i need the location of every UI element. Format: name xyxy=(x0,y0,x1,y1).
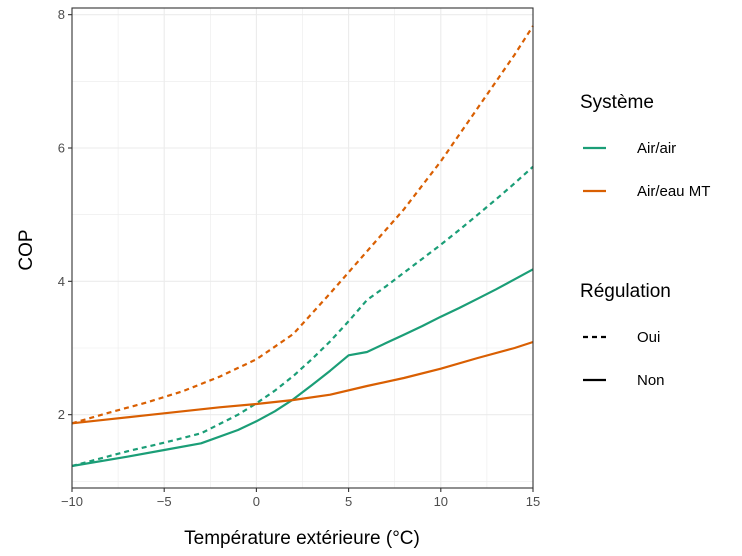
legend-label: Air/air xyxy=(637,140,676,157)
series-line-air-eau-mt-oui xyxy=(71,25,534,425)
x-tick-label: −5 xyxy=(157,494,172,509)
plot-area xyxy=(71,7,534,489)
legend-label: Air/eau MT xyxy=(637,183,710,200)
series-line-air-air-non xyxy=(71,268,534,468)
y-tick-label: 8 xyxy=(58,7,65,22)
legend-label: Non xyxy=(637,372,665,389)
legend-title: Régulation xyxy=(580,281,671,302)
legend-title: Système xyxy=(580,92,654,113)
legend: Système Air/air Air/eau MT Régulation Oui Non xyxy=(580,92,710,389)
x-tick-label: 5 xyxy=(345,494,352,509)
panel-border xyxy=(71,7,534,489)
series-layer xyxy=(71,25,534,468)
x-tick-label: 10 xyxy=(434,494,448,509)
legend-label: Oui xyxy=(637,329,660,346)
y-axis-title: COP xyxy=(16,229,37,270)
y-axis: 2 4 6 8 xyxy=(58,7,72,422)
x-tick-label: 0 xyxy=(253,494,260,509)
y-tick-label: 4 xyxy=(58,274,65,289)
x-tick-label: −10 xyxy=(61,494,83,509)
x-tick-label: 15 xyxy=(526,494,540,509)
x-axis-title: Température extérieure (°C) xyxy=(184,528,420,549)
x-axis: −10 −5 0 5 10 15 xyxy=(61,488,540,509)
y-tick-label: 6 xyxy=(58,141,65,156)
series-line-air-eau-mt-non xyxy=(71,340,534,425)
series-line-air-air-oui xyxy=(71,165,534,468)
y-tick-label: 2 xyxy=(58,407,65,422)
